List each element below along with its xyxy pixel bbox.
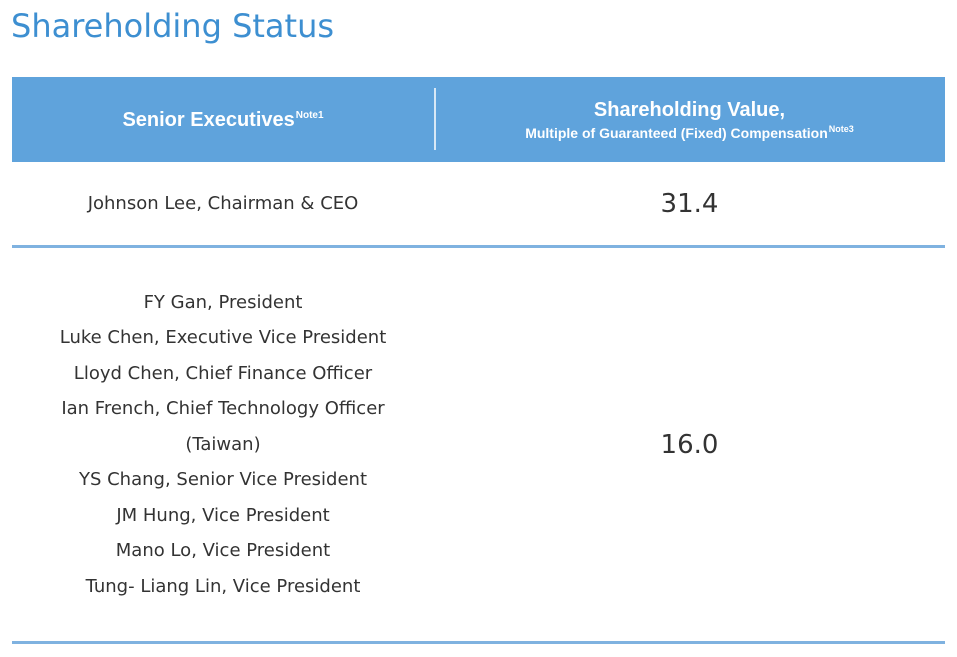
executive-name-continuation: (Taiwan)	[185, 433, 261, 455]
note-3-marker: Note3	[828, 123, 854, 134]
shareholding-table: Senior ExecutivesNote1 Shareholding Valu…	[12, 77, 945, 644]
executive-name: YS Chang, Senior Vice President	[78, 469, 368, 491]
header-shareholding-value: Shareholding Value, Multiple of Guarante…	[434, 77, 945, 162]
executive-name: Lloyd Chen, Chief Finance Officer	[73, 362, 373, 384]
shareholding-value-cell: 16.0	[660, 429, 719, 460]
executives-cell: FY Gan, President Luke Chen, Executive V…	[12, 248, 434, 641]
header-shareholding-value-subtext: Multiple of Guaranteed (Fixed) Compensat…	[525, 124, 854, 142]
page-title: Shareholding Status	[11, 7, 335, 45]
header-shareholding-value-label: Shareholding Value,	[593, 98, 786, 121]
executive-name: Luke Chen, Executive Vice President	[59, 327, 387, 349]
executive-name: Mano Lo, Vice President	[115, 540, 331, 562]
header-senior-executives: Senior ExecutivesNote1	[12, 77, 434, 162]
executive-name: Johnson Lee, Chairman & CEO	[87, 192, 359, 214]
header-divider	[434, 88, 436, 150]
executive-name: Ian French, Chief Technology Officer	[61, 398, 385, 420]
table-header: Senior ExecutivesNote1 Shareholding Valu…	[12, 77, 945, 162]
note-1-marker: Note1	[295, 109, 324, 121]
table-row: Johnson Lee, Chairman & CEO 31.4	[12, 162, 945, 248]
executives-cell: Johnson Lee, Chairman & CEO	[12, 162, 434, 245]
shareholding-value-cell: 31.4	[660, 188, 719, 219]
table-row: FY Gan, President Luke Chen, Executive V…	[12, 248, 945, 644]
executive-name: FY Gan, President	[143, 291, 303, 313]
executive-name: Tung- Liang Lin, Vice President	[85, 575, 361, 597]
header-shareholding-value-sublabel: Multiple of Guaranteed (Fixed) Compensat…	[525, 124, 828, 141]
header-senior-executives-text: Senior ExecutivesNote1	[122, 108, 323, 132]
header-senior-executives-label: Senior Executives	[122, 108, 295, 131]
executive-name: JM Hung, Vice President	[116, 504, 330, 526]
